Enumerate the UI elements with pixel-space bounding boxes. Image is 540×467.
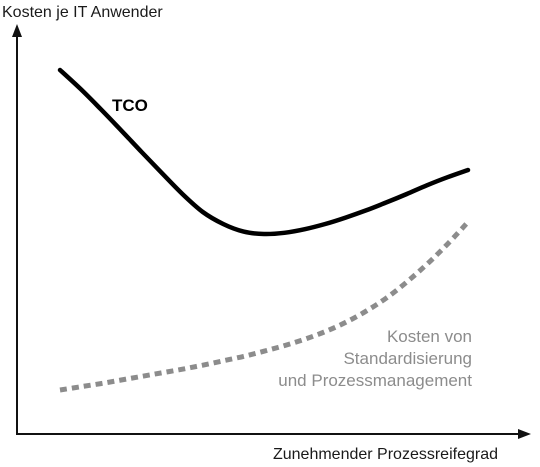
series-label-line: Standardisierung — [343, 349, 472, 368]
series-label-line: und Prozessmanagement — [278, 371, 472, 390]
series-label-line: Kosten von — [387, 327, 472, 346]
series-line-tco — [57, 67, 471, 237]
x-axis-arrow — [518, 429, 531, 439]
series-label-standardisierung: Kosten von Standardisierung und Prozessman… — [278, 327, 472, 390]
series-label-line: TCO — [112, 96, 148, 115]
series-line-standardisierung — [59, 220, 470, 393]
x-axis-title: Zunehmender Prozessreifegrad — [273, 446, 498, 463]
y-axis-title: Kosten je IT Anwender — [2, 4, 163, 21]
series-group — [57, 67, 471, 393]
series-labels: TCO Kosten von Standardisierung und Prozess… — [112, 96, 472, 390]
series-label-tco: TCO — [112, 96, 148, 115]
axes — [12, 24, 531, 439]
y-axis-arrow — [12, 24, 22, 37]
